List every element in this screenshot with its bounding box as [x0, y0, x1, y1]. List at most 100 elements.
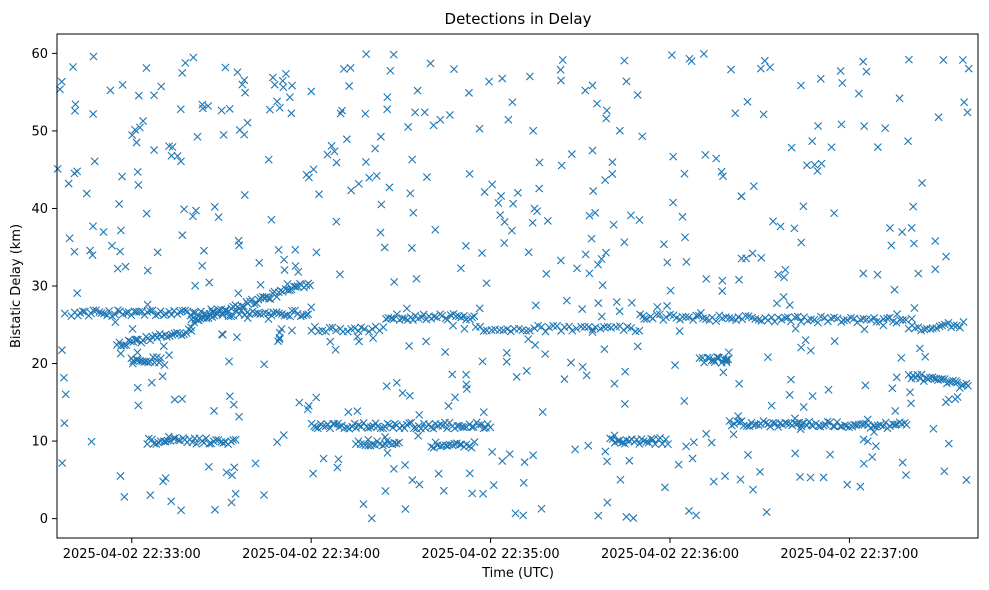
- detection-marker: [827, 143, 836, 152]
- detection-marker: [118, 172, 127, 181]
- detection-marker: [113, 264, 122, 273]
- detection-marker: [210, 406, 218, 415]
- detection-marker: [883, 314, 892, 323]
- detection-marker: [487, 326, 496, 335]
- detection-marker: [146, 306, 155, 315]
- detection-marker: [222, 468, 231, 477]
- detection-marker: [398, 314, 407, 323]
- detection-marker: [167, 497, 176, 506]
- detection-marker: [813, 318, 822, 327]
- detection-marker: [920, 325, 929, 334]
- detection-marker: [434, 469, 443, 478]
- detection-marker: [153, 333, 162, 342]
- detection-marker: [461, 241, 470, 250]
- detection-marker: [896, 315, 905, 324]
- detection-marker: [486, 423, 495, 432]
- detection-marker: [229, 435, 238, 444]
- detection-marker: [233, 68, 242, 77]
- detection-marker: [824, 385, 833, 394]
- detection-marker: [772, 299, 781, 308]
- detection-marker: [274, 245, 283, 254]
- detection-marker: [361, 109, 370, 118]
- detection-marker: [689, 438, 698, 447]
- detection-marker: [603, 498, 612, 507]
- detection-marker: [729, 430, 738, 439]
- detection-marker: [901, 471, 910, 480]
- detection-marker: [414, 431, 423, 440]
- detection-marker: [474, 421, 483, 430]
- detection-marker: [873, 270, 882, 279]
- detection-marker: [139, 117, 148, 126]
- detection-marker: [529, 451, 538, 460]
- detection-marker: [330, 419, 339, 428]
- detection-marker: [413, 86, 422, 95]
- detection-marker: [192, 439, 201, 448]
- detection-marker: [60, 419, 69, 428]
- detection-marker: [662, 313, 671, 322]
- detection-marker: [415, 410, 424, 419]
- detection-marker: [688, 454, 697, 463]
- detection-marker: [116, 349, 125, 358]
- detection-marker: [165, 331, 174, 340]
- detection-marker: [591, 208, 600, 217]
- y-tick-label: 30: [31, 280, 48, 295]
- detection-marker: [909, 239, 918, 248]
- detection-marker: [311, 423, 320, 432]
- detection-marker: [59, 373, 68, 382]
- detection-marker: [531, 301, 540, 310]
- detection-marker: [577, 322, 586, 331]
- detection-marker: [556, 76, 565, 85]
- detection-marker: [453, 421, 462, 430]
- detection-marker: [211, 435, 220, 444]
- detection-marker: [653, 303, 662, 312]
- detection-marker: [944, 439, 953, 448]
- detection-marker: [520, 458, 529, 467]
- detection-marker: [456, 264, 465, 273]
- detection-marker: [935, 322, 944, 331]
- detection-marker: [150, 91, 159, 100]
- detection-marker: [251, 459, 260, 468]
- detection-marker: [754, 315, 763, 324]
- detection-marker: [497, 192, 506, 201]
- detection-marker: [408, 315, 417, 324]
- detection-marker: [893, 310, 902, 319]
- detection-marker: [147, 378, 156, 387]
- detection-marker: [859, 269, 868, 278]
- detection-marker: [530, 324, 539, 333]
- detection-marker: [522, 326, 531, 335]
- detection-marker: [407, 243, 416, 252]
- detection-marker: [172, 328, 181, 337]
- detection-marker: [307, 87, 316, 96]
- detection-marker: [879, 321, 888, 330]
- detection-marker: [854, 420, 863, 429]
- detection-marker: [207, 305, 216, 314]
- detection-marker: [260, 491, 268, 500]
- detection-marker: [70, 106, 79, 115]
- detection-marker: [160, 361, 169, 369]
- detection-marker: [82, 189, 91, 198]
- detection-marker: [962, 475, 971, 484]
- detection-marker: [707, 438, 716, 447]
- detection-marker: [53, 164, 62, 173]
- detection-marker: [635, 216, 644, 225]
- detection-marker: [625, 456, 634, 465]
- detection-marker: [335, 422, 344, 431]
- detection-marker: [323, 150, 332, 159]
- detection-marker: [110, 310, 119, 319]
- detection-marker: [743, 97, 752, 106]
- detection-marker: [243, 118, 252, 127]
- detection-marker: [762, 508, 771, 517]
- detection-marker: [265, 105, 274, 114]
- detection-marker: [133, 356, 142, 365]
- detection-marker: [330, 147, 339, 156]
- detection-marker: [810, 160, 819, 169]
- detection-marker: [392, 439, 401, 448]
- detection-marker: [260, 360, 269, 369]
- detection-marker: [449, 65, 458, 74]
- detection-marker: [174, 436, 182, 444]
- detection-marker: [659, 240, 668, 249]
- detection-marker: [734, 312, 743, 321]
- detection-marker: [727, 65, 735, 74]
- detection-marker: [232, 333, 241, 342]
- detection-marker: [594, 260, 603, 269]
